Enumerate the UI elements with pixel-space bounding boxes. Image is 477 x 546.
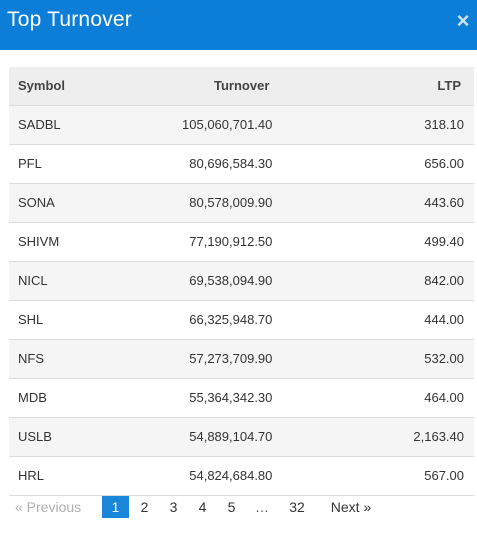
cell-turnover: 54,889,104.70 — [189, 429, 273, 444]
pagination-page-1[interactable]: 1 — [102, 496, 129, 518]
cell-ltp: 2,163.40 — [413, 429, 464, 444]
pagination-page-3[interactable]: 3 — [169, 499, 178, 515]
cell-symbol: PFL — [18, 156, 42, 171]
cell-symbol: HRL — [18, 468, 45, 483]
close-icon[interactable]: × — [456, 8, 470, 33]
table-header: Symbol Turnover LTP — [9, 67, 474, 106]
table-row[interactable]: SADBL 105,060,701.40 318.10 — [9, 105, 474, 144]
cell-symbol: NICL — [18, 273, 48, 288]
table-row[interactable]: SHIVM 77,190,912.50 499.40 — [9, 222, 474, 261]
cell-ltp: 842.00 — [424, 273, 464, 288]
cell-ltp: 532.00 — [424, 351, 464, 366]
pagination-previous-button[interactable]: « Previous — [15, 499, 82, 515]
pagination-page-5[interactable]: 5 — [227, 499, 236, 515]
cell-ltp: 443.60 — [424, 195, 464, 210]
cell-ltp: 444.00 — [424, 312, 464, 327]
pagination-page-4[interactable]: 4 — [198, 499, 207, 515]
cell-turnover: 80,578,009.90 — [189, 195, 273, 210]
cell-ltp: 464.00 — [424, 390, 464, 405]
table-row[interactable]: NICL 69,538,094.90 842.00 — [9, 261, 474, 300]
cell-turnover: 105,060,701.40 — [182, 117, 273, 132]
table-row[interactable]: SONA 80,578,009.90 443.60 — [9, 183, 474, 222]
cell-turnover: 55,364,342.30 — [189, 390, 273, 405]
table-row[interactable]: USLB 54,889,104.70 2,163.40 — [9, 417, 474, 456]
cell-turnover: 69,538,094.90 — [189, 273, 273, 288]
cell-turnover: 77,190,912.50 — [189, 234, 273, 249]
table-row[interactable]: MDB 55,364,342.30 464.00 — [9, 378, 474, 417]
pagination-page-2[interactable]: 2 — [140, 499, 149, 515]
modal-title: Top Turnover — [7, 8, 132, 31]
pagination-ellipsis: … — [255, 499, 269, 515]
cell-symbol: NFS — [18, 351, 44, 366]
cell-symbol: SHL — [18, 312, 44, 327]
turnover-table-container: Symbol Turnover LTP SADBL 105,060,701.40 3… — [9, 67, 474, 496]
cell-symbol: USLB — [18, 429, 52, 444]
cell-turnover: 54,824,684.80 — [189, 468, 273, 483]
cell-turnover: 80,696,584.30 — [189, 156, 273, 171]
pagination-next-button[interactable]: Next » — [330, 499, 372, 515]
column-header-ltp[interactable]: LTP — [404, 67, 474, 106]
cell-symbol: SONA — [18, 195, 55, 210]
table-header-row: Symbol Turnover LTP — [9, 67, 474, 106]
table-row[interactable]: SHL 66,325,948.70 444.00 — [9, 300, 474, 339]
table-body: SADBL 105,060,701.40 318.10 PFL 80,696,584.3… — [9, 105, 474, 495]
column-header-turnover[interactable]: Turnover — [112, 67, 405, 106]
cell-ltp: 567.00 — [424, 468, 464, 483]
modal-header: Top Turnover × — [0, 0, 477, 50]
cell-ltp: 656.00 — [424, 156, 464, 171]
cell-symbol: SHIVM — [18, 234, 60, 249]
pagination: « Previous 1 2 3 4 5 … 32 Next » — [11, 496, 381, 518]
cell-symbol: MDB — [18, 390, 47, 405]
cell-symbol: SADBL — [18, 117, 61, 132]
cell-turnover: 57,273,709.90 — [189, 351, 273, 366]
cell-ltp: 318.10 — [424, 117, 464, 132]
pagination-page-last[interactable]: 32 — [289, 499, 305, 515]
column-header-symbol[interactable]: Symbol — [9, 67, 113, 106]
cell-turnover: 66,325,948.70 — [189, 312, 273, 327]
cell-ltp: 499.40 — [424, 234, 464, 249]
turnover-table: Symbol Turnover LTP SADBL 105,060,701.40 3… — [9, 67, 474, 496]
table-row[interactable]: PFL 80,696,584.30 656.00 — [9, 144, 474, 183]
table-row[interactable]: NFS 57,273,709.90 532.00 — [9, 339, 474, 378]
table-row[interactable]: HRL 54,824,684.80 567.00 — [9, 456, 474, 495]
